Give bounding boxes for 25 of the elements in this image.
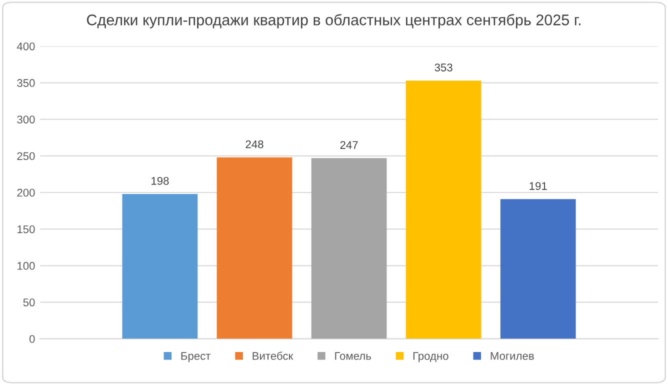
bar [311,158,387,339]
data-label: 198 [152,176,169,185]
legend-label: Гродно [413,352,448,362]
y-tick-label: 150 [18,225,35,234]
bar [406,80,482,339]
legend-label: Могилев [490,352,534,360]
bar [216,157,292,339]
y-tick-label: 400 [16,42,35,50]
bar [122,194,198,339]
y-tick-label: 0 [29,335,35,343]
y-tick-label: 50 [23,298,35,306]
y-tick-label: 300 [17,116,35,124]
y-tick-label: 200 [17,188,35,197]
bar [500,199,576,339]
data-label: 247 [340,141,358,149]
legend-label: Витебск [252,352,294,360]
legend-label: Гомель [335,352,371,360]
y-tick-label: 100 [18,262,35,270]
chart-title: Сделки купли-продажи квартир в областных центрах сентябрь 2025 г. [86,14,580,28]
y-tick-label: 250 [17,152,35,160]
data-label: 353 [434,64,452,72]
legend-label: Брест [181,352,211,362]
data-label: 248 [246,140,264,148]
data-label: 191 [530,182,547,190]
y-tick-label: 350 [17,79,35,87]
